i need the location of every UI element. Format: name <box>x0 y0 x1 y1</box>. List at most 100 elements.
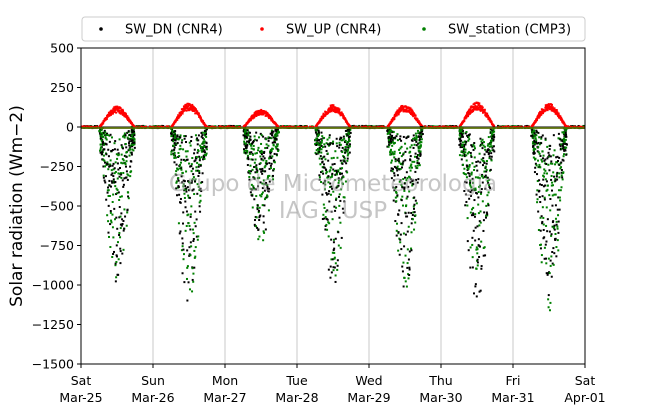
sw-station-point <box>255 195 258 198</box>
sw-station-point <box>250 144 253 147</box>
sw-station-point <box>478 177 481 180</box>
sw-dn-point <box>198 159 201 162</box>
sw-station-point <box>469 179 472 182</box>
sw-dn-point <box>174 142 177 145</box>
sw-dn-point <box>267 139 270 142</box>
sw-dn-point <box>344 148 347 151</box>
sw-dn-point <box>318 174 321 177</box>
sw-dn-point <box>556 155 559 158</box>
sw-station-point <box>199 144 202 147</box>
sw-station-point <box>415 138 418 141</box>
sw-station-point <box>118 198 121 201</box>
sw-station-point <box>469 246 472 249</box>
sw-dn-point <box>204 130 207 133</box>
sw-up-point <box>182 110 185 113</box>
sw-station-point <box>410 144 413 147</box>
sw-dn-point <box>405 136 408 139</box>
sw-dn-point <box>549 144 552 147</box>
sw-dn-point <box>99 151 102 154</box>
sw-dn-point <box>390 135 393 138</box>
sw-dn-point <box>470 155 473 158</box>
sw-dn-point <box>183 281 186 284</box>
sw-dn-point <box>544 158 547 161</box>
sw-up-point <box>539 110 542 113</box>
sw-station-point <box>473 156 476 159</box>
sw-dn-point <box>463 145 466 148</box>
sw-station-point <box>192 176 195 179</box>
sw-dn-point <box>331 258 334 261</box>
sw-dn-point <box>398 209 401 212</box>
sw-up-point <box>469 108 472 111</box>
sw-station-point <box>248 137 251 140</box>
sw-station-point <box>470 186 473 189</box>
sw-up-point <box>467 114 470 117</box>
sw-station-point <box>490 159 493 162</box>
sw-station-point <box>467 151 470 154</box>
sw-station-point <box>256 206 259 209</box>
sw-dn-point <box>459 131 462 134</box>
sw-station-point <box>552 171 555 174</box>
sw-station-point <box>120 176 123 179</box>
sw-station-point <box>335 173 338 176</box>
sw-up-point <box>413 113 416 116</box>
sw-up-point <box>246 122 249 125</box>
sw-station-point <box>337 181 340 184</box>
sw-dn-point <box>559 138 562 141</box>
sw-station-point <box>478 224 481 227</box>
sw-dn-point <box>186 249 189 252</box>
sw-station-point <box>396 165 399 168</box>
sw-station-point <box>191 157 194 160</box>
sw-station-point <box>179 144 182 147</box>
sw-up-point <box>550 105 553 108</box>
sw-dn-point <box>249 135 252 138</box>
sw-station-point <box>393 156 396 159</box>
sw-station-point <box>464 151 467 154</box>
sw-station-point <box>128 148 131 151</box>
sw-dn-point <box>565 142 568 145</box>
sw-up-point <box>184 107 187 110</box>
sw-dn-point <box>247 156 250 159</box>
sw-up-point <box>546 109 549 112</box>
sw-dn-point <box>320 145 323 148</box>
sw-station-point <box>415 137 418 140</box>
sw-station-point <box>416 129 419 132</box>
sw-station-point <box>99 143 102 146</box>
sw-dn-point <box>110 173 113 176</box>
sw-station-point <box>408 176 411 179</box>
sw-dn-point <box>337 231 340 234</box>
sw-station-point <box>257 146 260 149</box>
sw-dn-point <box>329 143 332 146</box>
sw-station-point <box>405 204 408 207</box>
sw-dn-point <box>348 128 351 131</box>
sw-station-point <box>182 148 185 151</box>
sw-station-point <box>117 172 120 175</box>
sw-dn-point <box>120 144 123 147</box>
sw-station-point <box>172 133 175 136</box>
sw-station-point <box>537 166 540 169</box>
sw-dn-point <box>336 259 339 262</box>
sw-dn-point <box>253 198 256 201</box>
sw-up-point <box>478 102 481 105</box>
x-tick-label-date: Mar-30 <box>419 390 462 405</box>
sw-dn-point <box>479 161 482 164</box>
sw-dn-point <box>264 170 267 173</box>
sw-up-point <box>526 125 529 128</box>
sw-up-point <box>489 118 492 121</box>
sw-station-point <box>196 161 199 164</box>
sw-dn-point <box>340 172 343 175</box>
sw-station-point <box>547 257 550 260</box>
sw-up-point <box>106 115 109 118</box>
sw-dn-point <box>259 181 262 184</box>
sw-up-point <box>320 119 323 122</box>
sw-station-point <box>545 206 548 209</box>
sw-dn-point <box>477 160 480 163</box>
sw-dn-point <box>400 139 403 142</box>
sw-dn-point <box>108 184 111 187</box>
sw-dn-point <box>533 150 536 153</box>
sw-up-point <box>480 105 483 108</box>
sw-station-point <box>532 156 535 159</box>
sw-up-point <box>322 112 325 115</box>
sw-station-point <box>99 131 102 134</box>
sw-dn-point <box>541 220 544 223</box>
sw-up-point <box>541 110 544 113</box>
